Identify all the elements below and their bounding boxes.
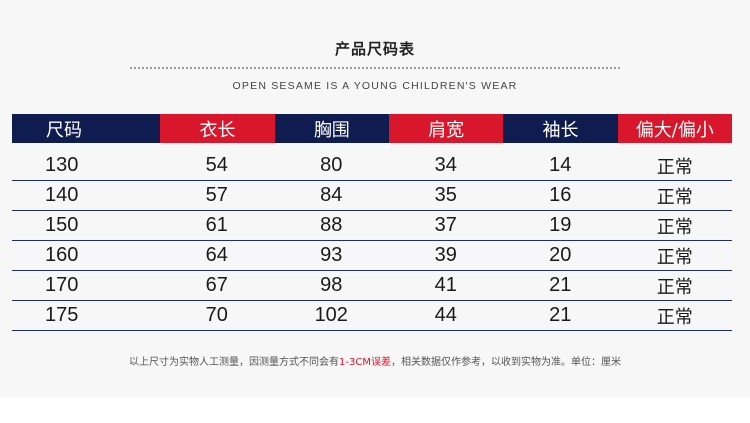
cell-length: 70 xyxy=(205,304,228,326)
table-row: 160 64 93 39 20 正常 xyxy=(12,241,732,271)
cell-size: 175 xyxy=(45,304,79,326)
table-row: 140 57 84 35 16 正常 xyxy=(12,181,732,211)
bottom-strip xyxy=(0,398,750,423)
cell-sleeve: 19 xyxy=(549,214,572,236)
table-row: 150 61 88 37 19 正常 xyxy=(12,211,732,241)
header-chest: 胸围 xyxy=(274,114,389,143)
cell-shoulder: 37 xyxy=(434,214,457,236)
brand-subtitle: OPEN SESAME IS A YOUNG CHILDREN'S WEAR xyxy=(232,80,518,92)
cell-chest: 84 xyxy=(320,184,343,206)
cell-size: 140 xyxy=(45,184,79,206)
cell-fit: 正常 xyxy=(656,186,693,208)
cell-shoulder: 41 xyxy=(434,274,457,296)
cell-sleeve: 21 xyxy=(549,304,572,326)
cell-length: 64 xyxy=(205,244,228,266)
table-row: 130 54 80 34 14 正常 xyxy=(12,151,732,181)
table-header-row: 尺码 衣长 胸围 肩宽 袖长 偏大/偏小 xyxy=(12,114,732,143)
note-text-after: ，相关数据仅作参考，以收到实物为准。单位：厘米 xyxy=(390,357,621,368)
header-fit: 偏大/偏小 xyxy=(617,114,732,143)
table-row: 175 70 102 44 21 正常 xyxy=(12,301,732,331)
cell-fit: 正常 xyxy=(656,306,693,328)
size-chart-page: 产品尺码表 OPEN SESAME IS A YOUNG CHILDREN'S … xyxy=(0,40,750,368)
cell-size: 150 xyxy=(45,214,79,236)
table-row: 170 67 98 41 21 正常 xyxy=(12,271,732,301)
cell-fit: 正常 xyxy=(656,276,693,298)
title-divider xyxy=(130,67,620,69)
header-length: 衣长 xyxy=(160,114,275,143)
cell-shoulder: 44 xyxy=(434,304,457,326)
cell-length: 57 xyxy=(205,184,228,206)
note-text-before: 以上尺寸为实物人工测量，因测量方式不同会有 xyxy=(129,357,340,368)
header-shoulder: 肩宽 xyxy=(388,114,504,143)
cell-sleeve: 14 xyxy=(549,154,572,176)
cell-chest: 98 xyxy=(320,274,343,296)
cell-chest: 88 xyxy=(320,214,343,236)
cell-size: 170 xyxy=(45,274,79,296)
cell-chest: 102 xyxy=(314,304,348,326)
cell-chest: 80 xyxy=(320,154,343,176)
cell-length: 61 xyxy=(205,214,228,236)
cell-shoulder: 39 xyxy=(434,244,457,266)
table-body: 130 54 80 34 14 正常 140 57 84 35 16 正常 15… xyxy=(12,151,732,331)
cell-length: 67 xyxy=(205,274,228,296)
measurement-note: 以上尺寸为实物人工测量，因测量方式不同会有1-3CM误差，相关数据仅作参考，以收… xyxy=(0,353,750,368)
cell-fit: 正常 xyxy=(656,156,693,178)
note-error-margin: 1-3CM误差 xyxy=(339,357,391,368)
cell-fit: 正常 xyxy=(656,216,693,238)
header-sleeve: 袖长 xyxy=(503,114,618,143)
page-title: 产品尺码表 xyxy=(334,40,415,58)
cell-sleeve: 21 xyxy=(549,274,572,296)
cell-size: 160 xyxy=(45,244,79,266)
cell-sleeve: 20 xyxy=(549,244,572,266)
cell-fit: 正常 xyxy=(656,246,693,268)
header-size: 尺码 xyxy=(12,114,161,143)
size-table: 尺码 衣长 胸围 肩宽 袖长 偏大/偏小 130 54 80 34 14 正常 … xyxy=(12,114,732,331)
cell-chest: 93 xyxy=(320,244,343,266)
cell-shoulder: 34 xyxy=(434,154,457,176)
cell-length: 54 xyxy=(205,154,228,176)
cell-size: 130 xyxy=(45,154,79,176)
cell-sleeve: 16 xyxy=(549,184,572,206)
cell-shoulder: 35 xyxy=(434,184,457,206)
